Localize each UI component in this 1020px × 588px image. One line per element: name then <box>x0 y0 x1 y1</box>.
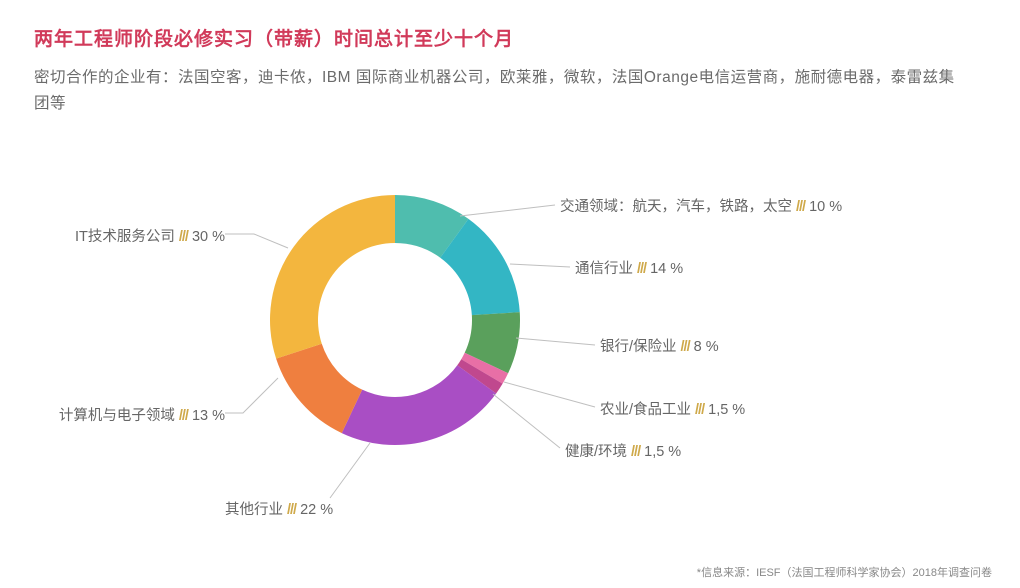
hash-separator-icon: /// <box>175 229 192 245</box>
hash-separator-icon: /// <box>283 502 300 518</box>
label-text: 农业/食品工业 <box>600 402 691 418</box>
hash-separator-icon: /// <box>677 339 694 355</box>
label-pct: 22 % <box>300 502 333 518</box>
leader-agrifood <box>504 382 595 407</box>
label-pct: 8 % <box>694 339 719 355</box>
leader-itservice <box>225 234 288 248</box>
label-text: 交通领域：航天，汽车，铁路，太空 <box>560 199 792 215</box>
page-subtitle: 密切合作的企业有：法国空客，迪卡侬，IBM 国际商业机器公司，欧莱雅，微软，法国… <box>34 65 986 118</box>
donut-chart-area: 交通领域：航天，汽车，铁路，太空///10 %通信行业///14 %银行/保险业… <box>0 140 1020 560</box>
page: 两年工程师阶段必修实习（带薪）时间总计至少十个月 密切合作的企业有：法国空客，迪… <box>0 0 1020 588</box>
label-text: 通信行业 <box>575 261 633 277</box>
hash-separator-icon: /// <box>175 408 192 424</box>
leader-telecom <box>510 264 570 267</box>
label-other: 其他行业///22 % <box>225 498 333 519</box>
leader-other <box>330 443 370 498</box>
hash-separator-icon: /// <box>633 261 650 277</box>
hash-separator-icon: /// <box>691 402 708 418</box>
donut-slice-other <box>342 365 496 445</box>
label-text: IT技术服务公司 <box>75 229 175 245</box>
label-text: 其他行业 <box>225 502 283 518</box>
label-pct: 30 % <box>192 229 225 245</box>
hash-separator-icon: /// <box>792 199 809 215</box>
hash-separator-icon: /// <box>627 444 644 460</box>
label-pct: 1,5 % <box>708 402 745 418</box>
label-text: 健康/环境 <box>565 444 627 460</box>
label-agrifood: 农业/食品工业///1,5 % <box>600 398 745 419</box>
label-pct: 13 % <box>192 408 225 424</box>
page-title: 两年工程师阶段必修实习（带薪）时间总计至少十个月 <box>34 24 986 51</box>
leader-health <box>493 394 560 448</box>
source-footnote: *信息来源：IESF（法国工程师科学家协会）2018年调查问卷 <box>697 564 992 580</box>
label-pct: 14 % <box>650 261 683 277</box>
leader-banking <box>516 338 595 345</box>
label-text: 计算机与电子领域 <box>59 408 175 424</box>
label-pct: 1,5 % <box>644 444 681 460</box>
label-compelec: 计算机与电子领域///13 % <box>59 404 225 425</box>
leader-transport <box>460 205 555 216</box>
leader-compelec <box>225 378 278 413</box>
label-health: 健康/环境///1,5 % <box>565 440 681 461</box>
label-itservice: IT技术服务公司///30 % <box>75 225 225 246</box>
label-pct: 10 % <box>809 199 842 215</box>
label-text: 银行/保险业 <box>600 339 677 355</box>
donut-slice-itservice <box>270 195 395 359</box>
label-telecom: 通信行业///14 % <box>575 257 683 278</box>
donut-chart-svg <box>0 140 1020 560</box>
label-banking: 银行/保险业///8 % <box>600 335 719 356</box>
label-transport: 交通领域：航天，汽车，铁路，太空///10 % <box>560 195 842 216</box>
